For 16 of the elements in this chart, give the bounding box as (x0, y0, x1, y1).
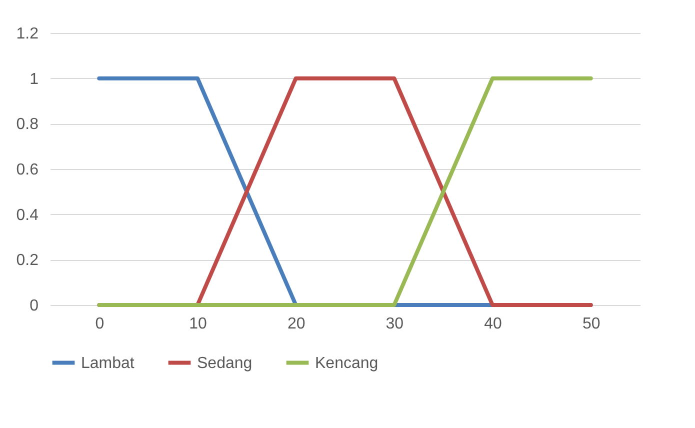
legend-label: Lambat (81, 354, 135, 372)
legend-label: Kencang (315, 354, 378, 372)
y-tick-label: 0.4 (16, 206, 39, 224)
y-tick-label: 0.6 (16, 162, 39, 178)
x-tick-label: 50 (582, 316, 600, 332)
x-tick-label: 10 (189, 316, 207, 332)
legend-label: Sedang (197, 354, 252, 372)
y-tick-label: 1 (30, 70, 39, 88)
y-tick-label: 0.8 (16, 116, 39, 134)
y-tick-label: 1.2 (16, 26, 39, 42)
y-tick-label: 0.2 (16, 252, 39, 270)
x-tick-label: 30 (386, 316, 404, 332)
x-tick-label: 20 (287, 316, 306, 332)
y-tick-label: 0 (30, 298, 39, 314)
x-tick-label: 40 (484, 316, 502, 332)
x-tick-label: 0 (95, 316, 104, 332)
